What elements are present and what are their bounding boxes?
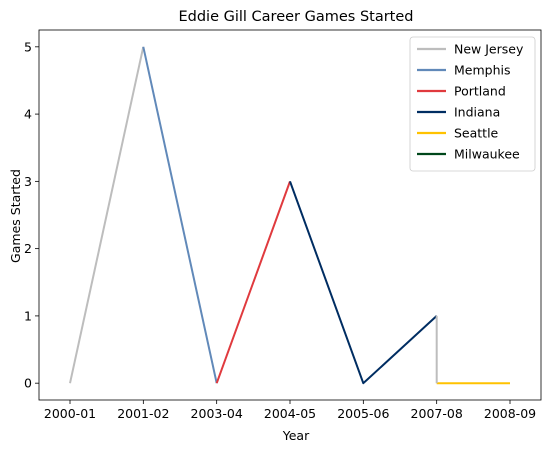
legend-label-1: Memphis [454, 63, 511, 78]
series-line-1 [142, 46, 218, 384]
x-axis-label: Year [282, 428, 310, 443]
y-tick-label-5: 5 [24, 39, 32, 54]
x-tick-label-4: 2005-06 [337, 406, 389, 421]
x-tick-label-5: 2007-08 [411, 406, 463, 421]
y-tick-label-3: 3 [24, 174, 32, 189]
y-tick-label-4: 4 [24, 107, 32, 122]
x-tick-label-1: 2001-02 [117, 406, 169, 421]
legend-label-3: Indiana [454, 105, 500, 120]
x-tick-label-3: 2004-05 [264, 406, 316, 421]
y-axis-label: Games Started [8, 169, 23, 263]
legend-label-0: New Jersey [454, 42, 524, 57]
legend: New Jersey Memphis Portland Indiana Seattle M… [409, 36, 536, 172]
chart-title: Eddie Gill Career Games Started [178, 9, 413, 25]
series-line-0 [69, 46, 145, 384]
legend-label-5: Milwaukee [454, 147, 520, 162]
series-line-2 [215, 181, 291, 384]
legend-label-2: Portland [454, 84, 506, 99]
plot-area: 2000-01 2001-02 2003-04 2004-05 2005-06 2007-… [24, 29, 542, 421]
series-line-3 [289, 181, 438, 385]
x-tick-label-0: 2000-01 [44, 406, 96, 421]
y-tick-label-1: 1 [24, 308, 32, 323]
y-tick-label-0: 0 [24, 376, 32, 391]
legend-label-4: Seattle [454, 126, 499, 141]
y-tick-label-2: 2 [24, 241, 32, 256]
x-tick-label-2: 2003-04 [191, 406, 243, 421]
x-tick-label-6: 2008-09 [484, 406, 536, 421]
